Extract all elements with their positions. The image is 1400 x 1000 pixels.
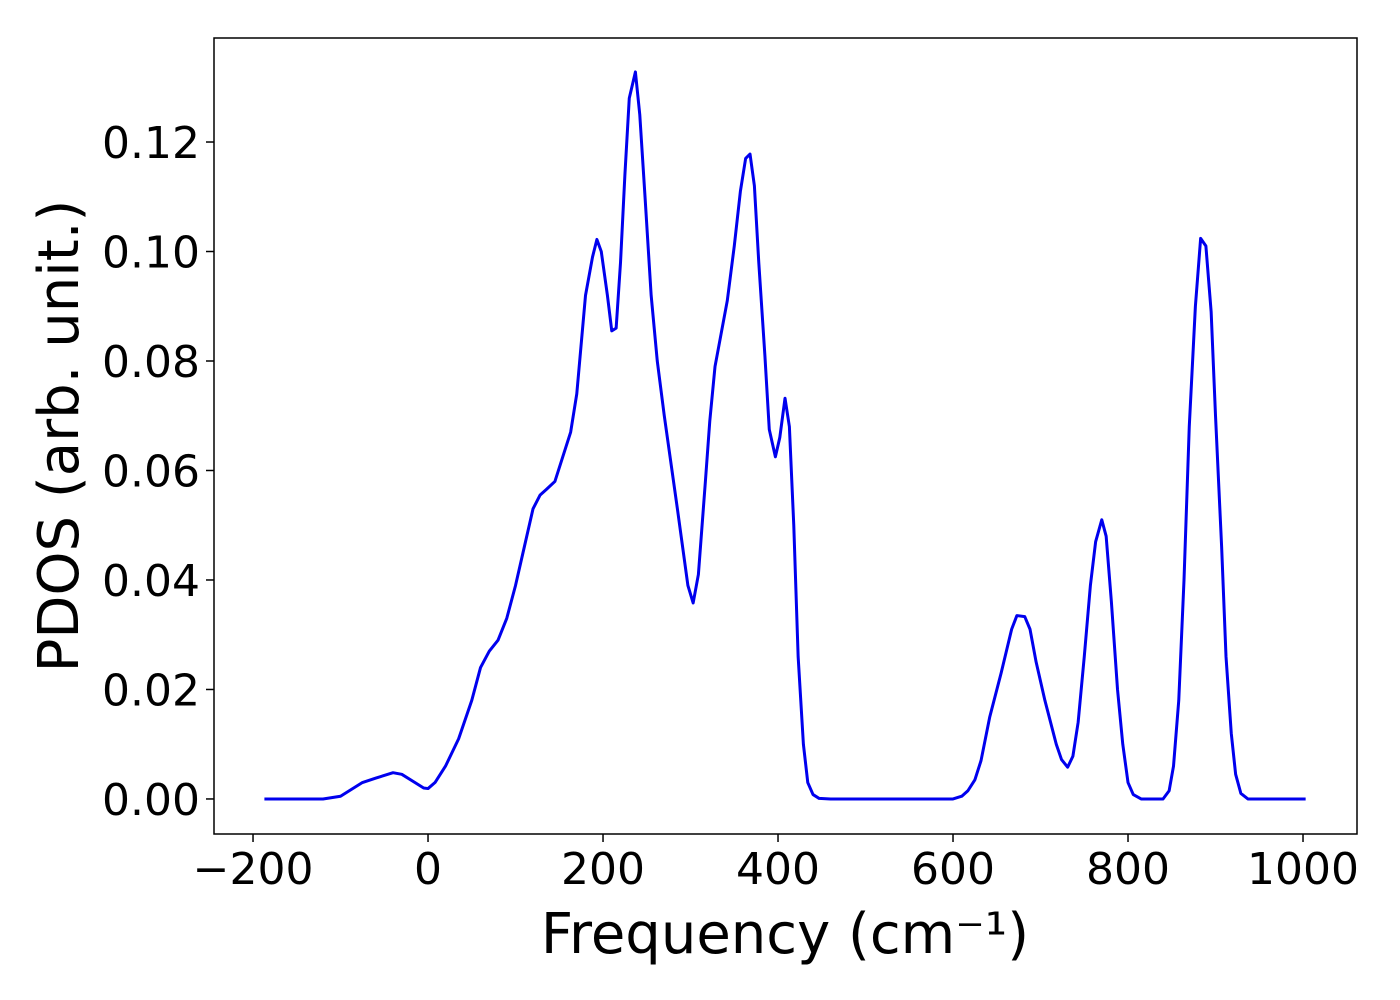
y-tick-label: 0.00 (102, 775, 200, 826)
y-tick-label: 0.08 (102, 337, 200, 388)
line (264, 70, 1306, 801)
x-tick-label: 400 (736, 844, 820, 895)
y-tick-label: 0.12 (102, 118, 200, 169)
x-axis-label: Frequency (cm⁻¹) (541, 902, 1029, 967)
x-tick-label: −200 (193, 844, 314, 895)
x-tick-label: 800 (1086, 844, 1170, 895)
y-tick-label: 0.06 (102, 446, 200, 497)
x-tick-label: 600 (911, 844, 995, 895)
plot-frame (213, 37, 1358, 835)
y-axis-label: PDOS (arb. unit.) (27, 200, 92, 673)
y-tick-label: 0.04 (102, 556, 200, 607)
x-tick-label: 1000 (1247, 844, 1359, 895)
x-tick-label: 200 (561, 844, 645, 895)
x-tick-label: 0 (414, 844, 442, 895)
y-tick-label: 0.02 (102, 665, 200, 716)
y-tick-label: 0.10 (102, 228, 200, 279)
